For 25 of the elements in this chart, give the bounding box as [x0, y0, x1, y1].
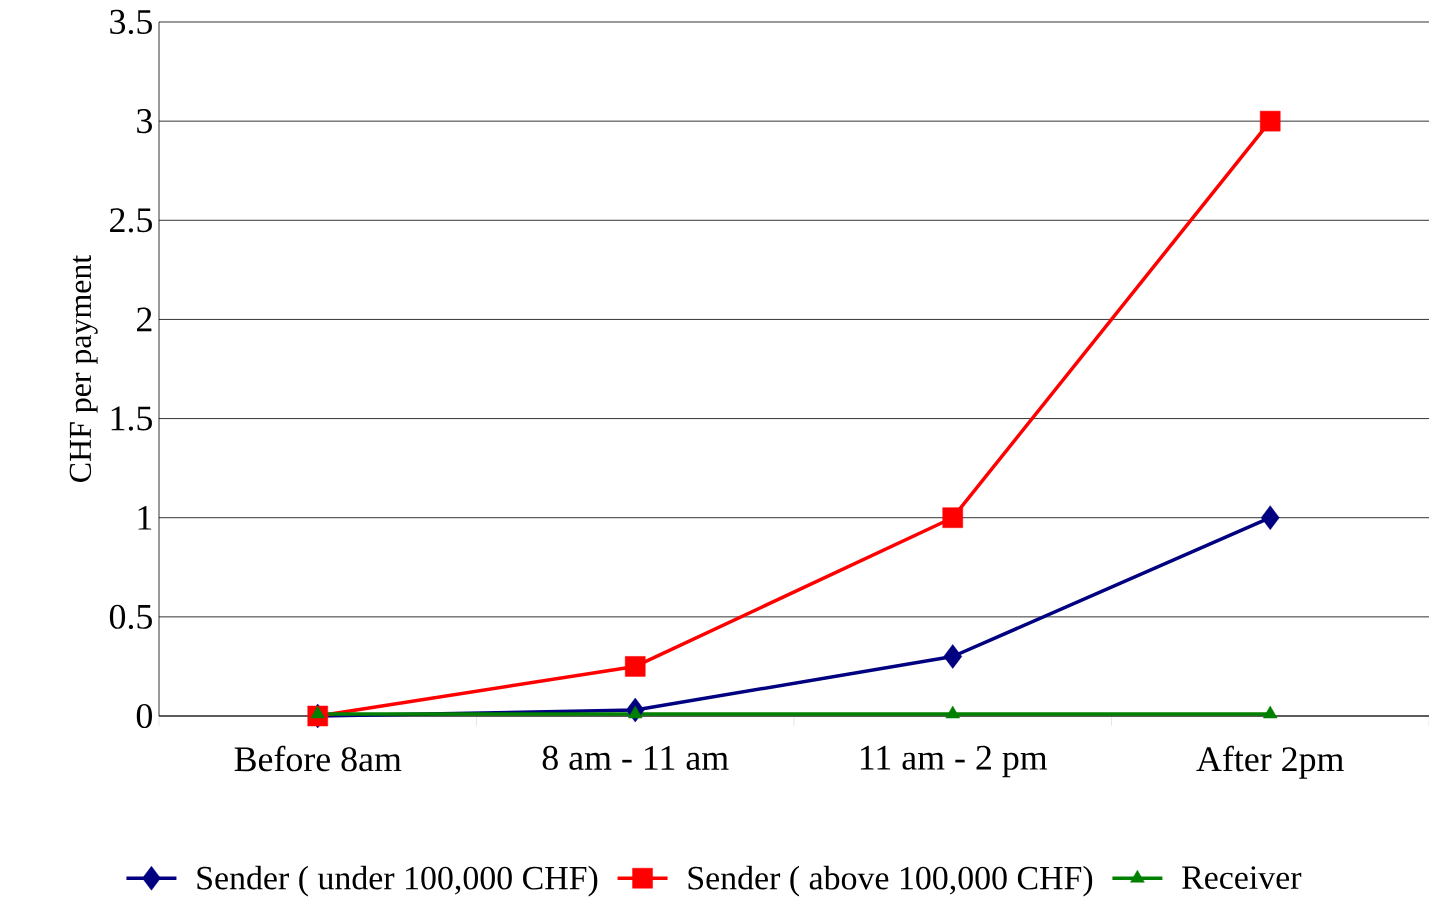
point	[943, 644, 962, 669]
legend-label: Receiver	[1182, 866, 1302, 890]
x-tick-label: 11 am - 2 pm	[860, 745, 1048, 778]
x-tick-label: After 2pm	[1196, 745, 1344, 779]
y-axis-title: CHF per payment	[69, 254, 98, 482]
point	[942, 507, 963, 528]
y-tick-label: 3.5	[110, 9, 152, 35]
x-tick-label: Before 8am	[234, 745, 402, 772]
y-tick-label: 2	[137, 307, 152, 332]
point	[310, 705, 325, 719]
y-tick-label: 3	[137, 109, 152, 134]
y-tick-label: 2.5	[110, 208, 152, 233]
y-tick-label: 1.5	[111, 406, 152, 431]
legend-label: Sender ( above 100,000 CHF)	[688, 865, 1093, 897]
point	[628, 705, 643, 719]
point	[1259, 110, 1281, 132]
point	[624, 656, 646, 677]
point	[1263, 705, 1278, 719]
y-tick-label: 0.5	[109, 604, 152, 630]
y-tick-label: 1	[138, 505, 152, 530]
legend-label: Sender ( under 100,000 CHF)	[197, 865, 598, 897]
point	[1260, 505, 1280, 530]
x-tick-label: 8 am - 11 am	[542, 745, 729, 770]
point	[945, 705, 960, 719]
y-tick-label: 0	[136, 703, 152, 729]
